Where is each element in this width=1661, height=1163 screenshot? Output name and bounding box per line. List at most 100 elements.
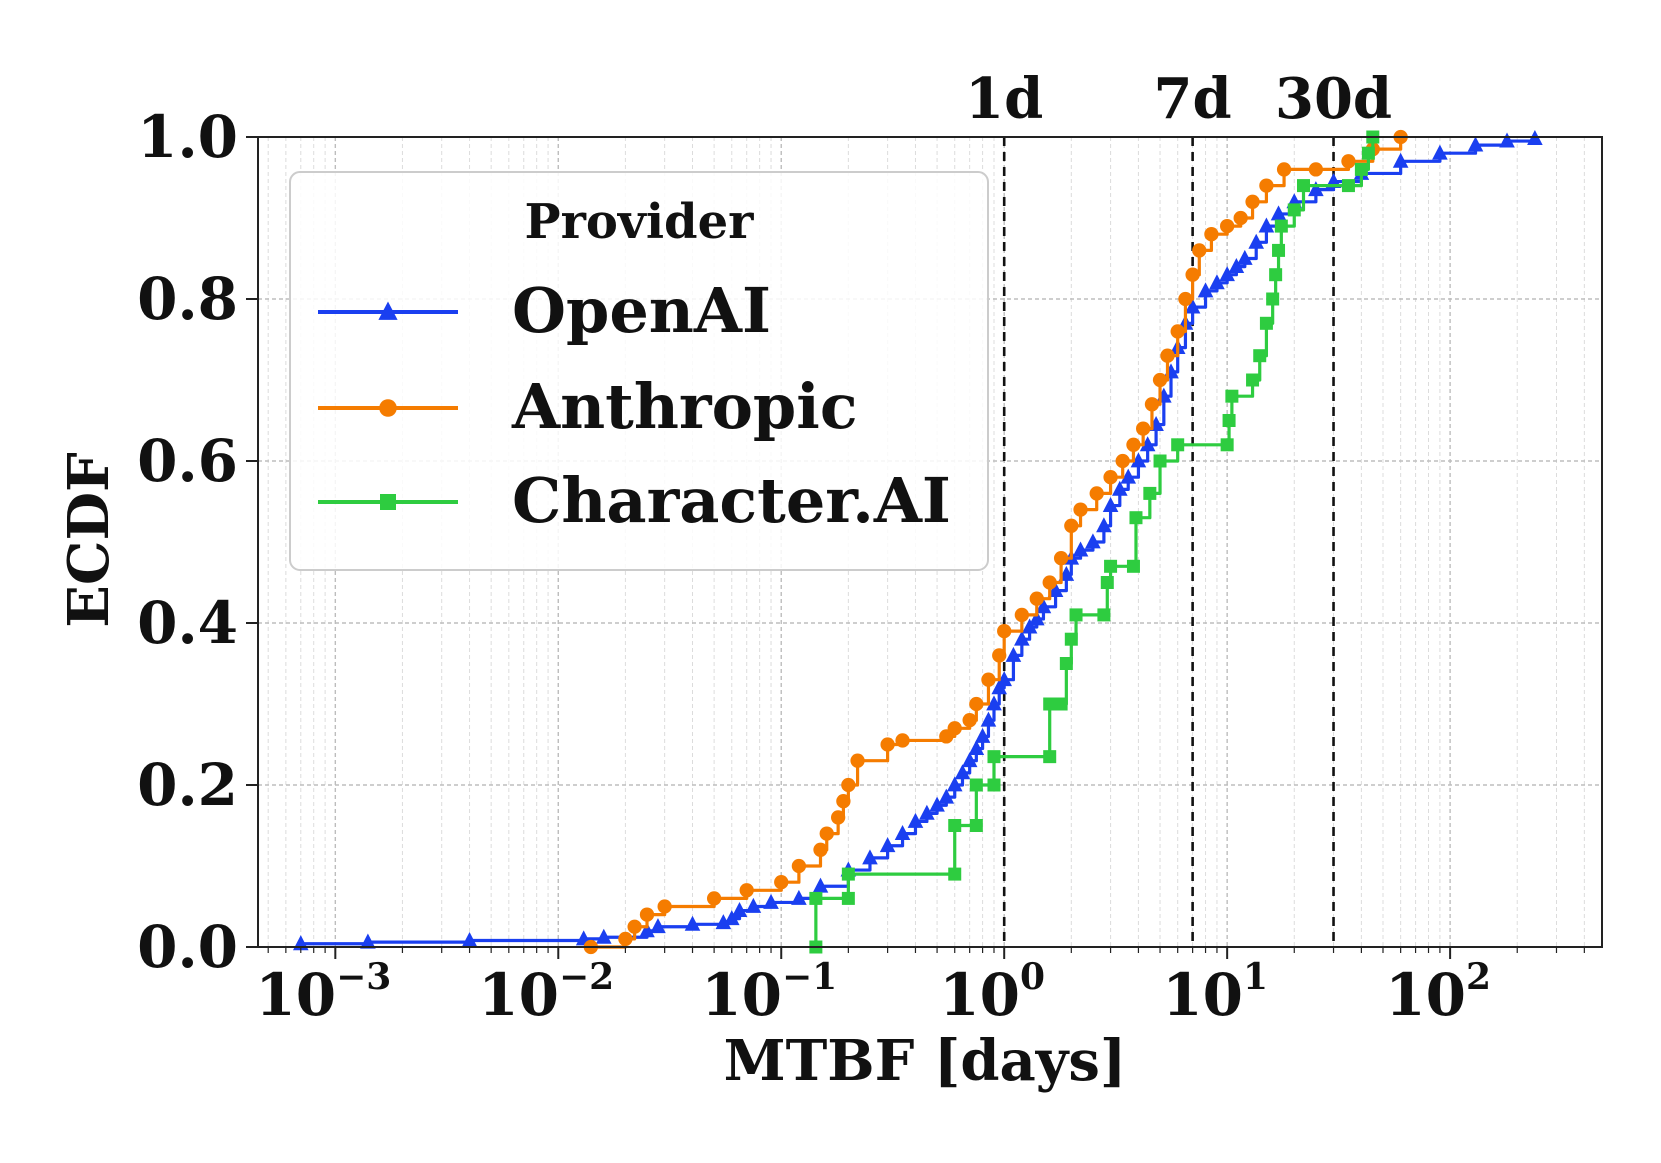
data-point [1248,233,1265,249]
data-point [1139,436,1156,452]
data-point [1341,179,1355,193]
data-point [1115,453,1130,469]
data-point [987,750,1001,764]
data-point [907,812,924,828]
data-point [1361,146,1375,160]
data-point [461,931,478,947]
data-point [1258,217,1275,233]
data-point [809,891,823,905]
data-point [1089,486,1104,501]
data-point [986,695,1002,711]
data-point [948,867,962,881]
data-point [1354,162,1368,176]
data-point [1129,511,1143,525]
data-point [969,696,984,712]
data-point [1184,298,1201,314]
data-point [968,739,985,755]
data-point [1153,454,1167,468]
x-tick-label: 101 [1162,956,1268,1029]
data-point [715,914,732,930]
data-point [657,899,672,914]
data-point [1192,243,1207,258]
data-point [731,901,748,917]
legend-marker [378,301,398,320]
data-point [879,837,896,853]
data-point [1072,541,1089,557]
data-point [1120,468,1137,484]
data-point [706,891,722,906]
data-point [947,721,962,736]
data-point [862,849,878,865]
y-tick-label: 0.0 [137,913,238,981]
data-point [961,752,978,768]
data-point [996,671,1012,687]
data-point [1341,154,1356,169]
data-point [1096,517,1112,533]
data-point [1103,470,1118,485]
data-point [1144,397,1160,412]
data-point [1308,162,1324,177]
data-point [1220,438,1234,452]
data-point [919,804,935,820]
data-point [1253,349,1267,363]
data-point [929,796,945,812]
y-tick-label: 0.8 [137,265,238,333]
data-point [1043,750,1057,764]
data-point [1028,610,1045,626]
reference-label-1d: 1d [965,66,1043,132]
plot-frame [257,136,1603,948]
data-point [1225,389,1239,403]
legend: Provider OpenAI Anthropic Character.AI [289,171,989,571]
data-point [1021,618,1038,634]
legend-label: OpenAI [512,274,771,347]
x-tick-label: 10−3 [255,956,391,1029]
data-point [1069,608,1083,622]
data-point [969,778,983,792]
data-point [1143,486,1157,500]
data-point [948,819,962,832]
data-point [1270,205,1287,221]
data-point [1035,598,1052,614]
data-point [1274,219,1288,233]
data-point [1245,194,1260,209]
data-point [1097,608,1111,622]
data-point [880,737,895,752]
data-point [1029,591,1044,606]
data-point [1432,144,1448,160]
data-point [1100,576,1114,589]
data-point [1102,496,1119,512]
data-point [841,867,855,881]
data-point [1219,266,1235,282]
data-point [938,788,955,804]
data-point [650,918,666,934]
data-point [1269,268,1283,282]
reference-label-30d: 30d [1275,66,1392,132]
data-point [987,778,1001,792]
data-point [1005,646,1022,662]
data-point [1204,227,1219,242]
data-point [1014,607,1029,623]
data-point [1085,533,1101,549]
data-point [812,877,829,893]
data-point [1053,551,1069,566]
data-point [1043,697,1057,711]
data-point [739,883,754,898]
data-point [1073,502,1088,517]
data-point [1296,179,1310,193]
data-point [819,826,834,841]
data-point [991,679,1008,695]
y-tick-label: 0.6 [137,427,238,495]
data-point [992,648,1007,663]
data-point [1259,178,1274,193]
data-point [1170,324,1185,339]
data-point [980,711,997,727]
data-point [981,672,996,687]
data-point [1042,575,1057,590]
data-point [974,727,991,743]
data-point [618,931,633,947]
x-tick-label: 10−1 [701,956,837,1029]
data-point [595,928,612,944]
data-point [1467,136,1484,152]
data-point [1171,438,1185,452]
data-point [962,713,977,728]
